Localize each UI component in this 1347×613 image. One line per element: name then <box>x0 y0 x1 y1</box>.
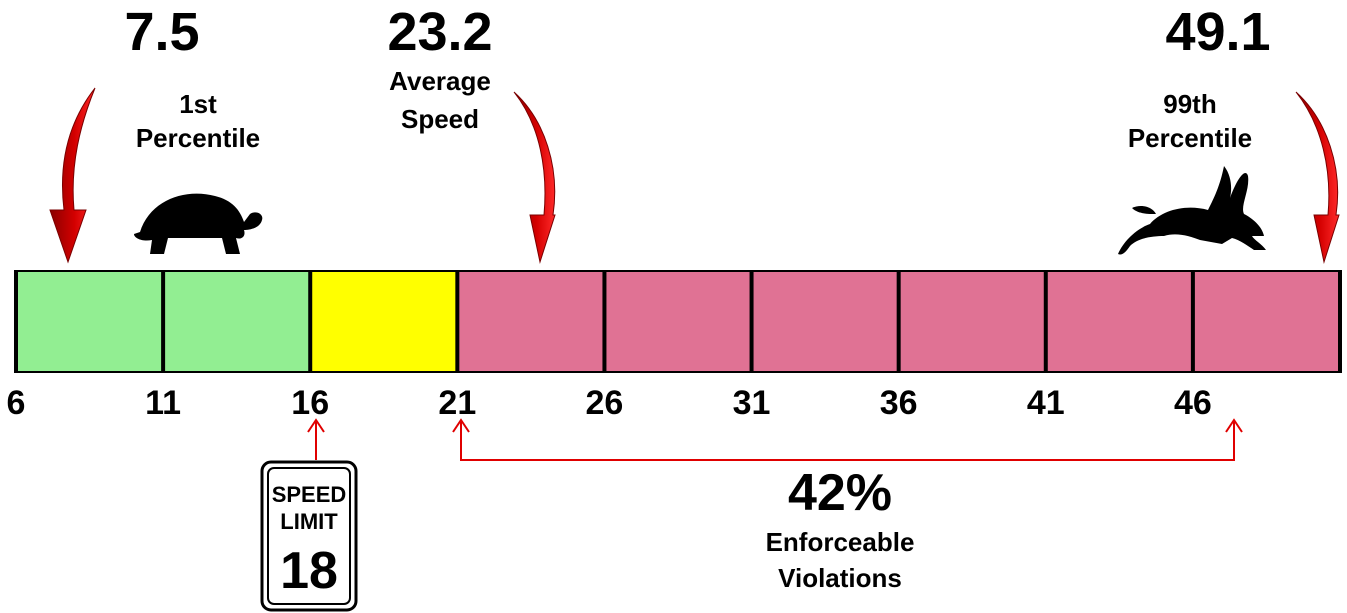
p1-label-line2: Percentile <box>136 123 260 153</box>
sign-value: 18 <box>280 542 338 600</box>
sign-line2: LIMIT <box>280 509 338 534</box>
rabbit-icon <box>1118 166 1266 255</box>
tick-label: 21 <box>438 384 476 422</box>
turtle-icon <box>134 193 263 254</box>
violations-percent: 42% <box>788 464 892 522</box>
violations-bracket-icon <box>452 418 1243 461</box>
p99-label-line1: 99th <box>1163 89 1216 119</box>
scale-segment-enforceable <box>1194 272 1338 371</box>
scale-segment-enforceable <box>606 272 750 371</box>
avg-value: 23.2 <box>387 2 492 62</box>
tick-label: 41 <box>1027 384 1065 422</box>
scale-segment-enforceable <box>753 272 897 371</box>
speed-scale-ticks: 6 11 16 21 26 31 36 41 46 <box>7 384 1212 422</box>
tick-label: 36 <box>880 384 918 422</box>
p99-label-line2: Percentile <box>1128 123 1252 153</box>
p1-label-line1: 1st <box>179 89 217 119</box>
tick-label: 31 <box>733 384 771 422</box>
scale-segment-enforceable <box>900 272 1044 371</box>
p99-value: 49.1 <box>1165 2 1270 62</box>
scale-segment-enforceable <box>459 272 603 371</box>
avg-label-line1: Average <box>389 66 491 96</box>
p99-arrow-icon <box>1295 91 1340 264</box>
avg-label-line2: Speed <box>401 104 479 134</box>
sign-line1: SPEED <box>272 482 347 507</box>
tick-label: 6 <box>7 384 26 422</box>
avg-arrow-icon <box>513 91 556 264</box>
violations-label-line2: Violations <box>778 563 902 593</box>
tick-label: 16 <box>291 384 329 422</box>
scale-segment-enforceable <box>1047 272 1191 371</box>
p1-value: 7.5 <box>124 2 199 62</box>
scale-segment-below-limit <box>18 272 162 371</box>
speed-limit-arrow-icon <box>307 418 325 460</box>
speed-limit-sign: SPEED LIMIT 18 <box>260 460 358 612</box>
tick-label: 26 <box>586 384 624 422</box>
p1-arrow-icon <box>49 87 96 264</box>
tick-label: 11 <box>145 384 181 422</box>
speed-scale-bar <box>14 270 1342 373</box>
violations-label-line1: Enforceable <box>766 527 915 557</box>
tick-label: 46 <box>1174 384 1212 422</box>
scale-segment-below-limit <box>165 272 309 371</box>
scale-segment-tolerance <box>312 272 456 371</box>
